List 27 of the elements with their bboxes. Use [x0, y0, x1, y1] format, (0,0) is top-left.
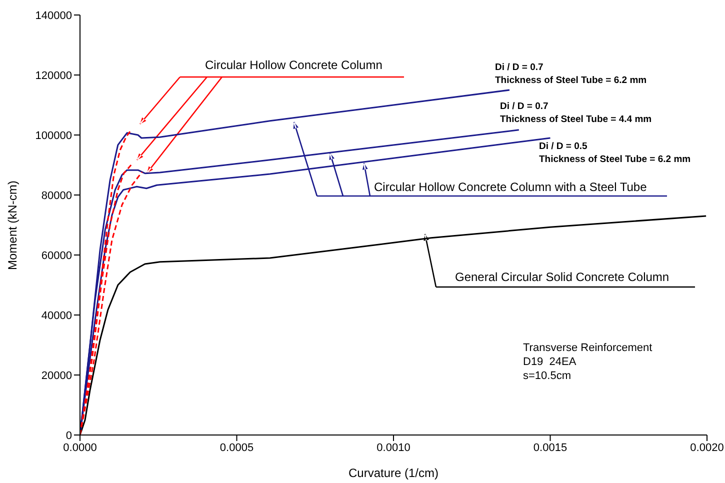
y-tick-label: 0 — [66, 430, 72, 442]
y-tick-label: 140000 — [35, 10, 72, 22]
y-axis-title: Moment (kN-cm) — [5, 180, 20, 270]
y-tick-label: 60000 — [41, 250, 72, 262]
x-tick-label: 0.0005 — [220, 442, 254, 454]
x-tick-label: 0.0020 — [690, 442, 724, 454]
annotation: s=10.5cm — [523, 370, 571, 382]
annotation: Di / D = 0.7 — [495, 62, 544, 73]
annotation: Di / D = 0.7 — [500, 101, 548, 112]
annotation: Thickness of Steel Tube = 6.2 mm — [539, 154, 691, 165]
x-tick-label: 0.0000 — [63, 442, 97, 454]
x-tick-label: 0.0015 — [533, 442, 568, 454]
y-tick-label: 80000 — [41, 190, 72, 202]
y-tick-label: 100000 — [35, 130, 72, 142]
annotation: Di / D = 0.5 — [539, 141, 588, 152]
annotation: Circular Hollow Concrete Column with a Steel Tube — [374, 180, 648, 194]
y-tick-label: 40000 — [41, 310, 72, 322]
annotation: Circular Hollow Concrete Column — [205, 58, 382, 72]
x-tick-label: 0.0010 — [376, 442, 410, 454]
annotation: Transverse Reinforcement — [523, 342, 652, 354]
annotation: D19 24EA — [523, 356, 577, 368]
annotation: General Circular Solid Concrete Column — [455, 270, 670, 284]
y-tick-label: 120000 — [35, 70, 72, 82]
annotation: Thickness of Steel Tube = 4.4 mm — [500, 114, 652, 125]
x-axis-title: Curvature (1/cm) — [348, 466, 439, 480]
y-tick-label: 20000 — [41, 370, 72, 382]
annotation: Thickness of Steel Tube = 6.2 mm — [495, 75, 647, 86]
